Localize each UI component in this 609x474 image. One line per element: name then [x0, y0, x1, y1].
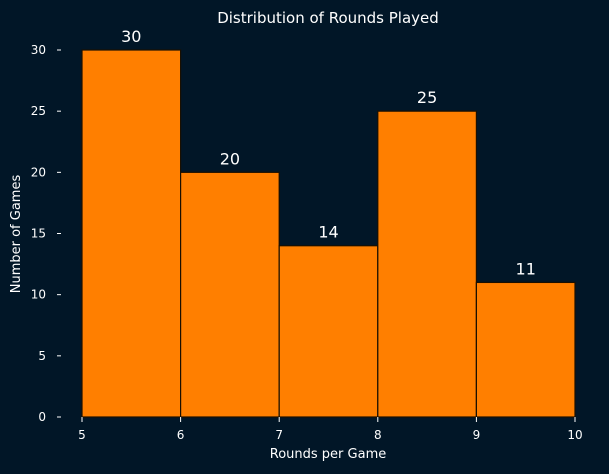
y-tick-label: 0 — [38, 410, 46, 424]
bar-value-label: 20 — [220, 149, 240, 168]
x-tick-label: 7 — [275, 428, 283, 442]
y-tick-label: 15 — [31, 227, 46, 241]
histogram-bar — [180, 171, 280, 418]
y-tick-label: 10 — [31, 288, 46, 302]
y-ticks-group: 0 5 10 15 20 25 30 — [31, 43, 61, 424]
y-tick-label: 20 — [31, 165, 46, 179]
x-tick-label: 5 — [78, 428, 86, 442]
y-tick-label: 5 — [38, 349, 46, 363]
y-tick-label: 25 — [31, 104, 46, 118]
x-axis-label: Rounds per Game — [270, 447, 386, 462]
x-tick-label: 10 — [567, 428, 582, 442]
x-tick-label: 9 — [473, 428, 481, 442]
bar-value-label: 11 — [516, 259, 536, 278]
bar-value-label: 25 — [417, 88, 437, 107]
bar-labels-group: 30 20 14 25 11 — [121, 27, 536, 278]
bar-value-label: 14 — [318, 223, 338, 242]
chart-title: Distribution of Rounds Played — [217, 9, 439, 27]
x-ticks-group: 5 6 7 8 9 10 — [78, 417, 583, 442]
histogram-bar — [81, 49, 182, 418]
histogram-bar — [475, 281, 576, 418]
y-tick-label: 30 — [31, 43, 46, 57]
bars-group — [81, 49, 576, 418]
x-tick-label: 8 — [374, 428, 382, 442]
y-axis-label: Number of Games — [9, 175, 24, 294]
x-tick-label: 6 — [177, 428, 185, 442]
bar-value-label: 30 — [121, 27, 141, 46]
histogram-bar — [377, 110, 477, 418]
histogram-bar — [278, 245, 379, 418]
